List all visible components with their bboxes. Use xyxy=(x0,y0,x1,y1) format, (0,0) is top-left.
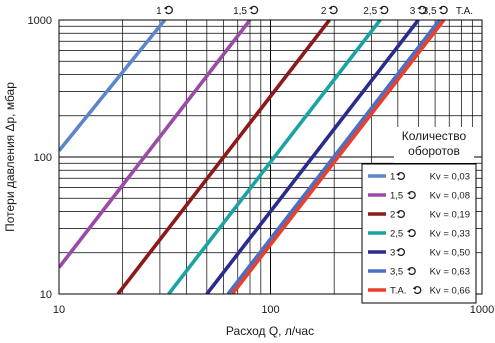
rotation-arrow-icon xyxy=(163,5,173,15)
x-tick-labels: 10 100 1000 xyxy=(53,304,494,316)
legend-kv-value: Kv = 0,33 xyxy=(430,229,470,240)
top-label-3,5: 3,5 xyxy=(423,6,437,17)
rotation-arrow-icon xyxy=(379,5,389,15)
legend-series-name: 3,5 xyxy=(390,267,403,278)
top-labels: 1 1,5 2 2,5 3 3,5 Т.А. xyxy=(156,5,473,17)
legend-series-name: 1,5 xyxy=(390,191,403,202)
top-label-1,5: 1,5 xyxy=(233,6,247,17)
x-tick-label: 1000 xyxy=(470,304,494,316)
rotation-arrow-icon xyxy=(406,190,416,199)
y-axis-title: Потери давления Δp, мбар xyxy=(3,82,17,232)
x-tick-label: 10 xyxy=(53,304,65,316)
legend-series-name: 2 xyxy=(390,210,395,221)
rotation-arrow-icon xyxy=(417,5,427,15)
legend-item: 3 Kv = 0,50 xyxy=(368,248,470,259)
legend-kv-value: Kv = 0,50 xyxy=(430,248,470,259)
legend-item: 2,5 Kv = 0,33 xyxy=(368,229,470,240)
rotation-arrow-icon xyxy=(328,5,338,15)
top-label-3: 3 xyxy=(410,6,416,17)
legend-kv-value: Kv = 0,19 xyxy=(430,210,470,221)
legend-item: 1 Kv = 0,03 xyxy=(368,172,470,183)
legend-series-name: Т.А. xyxy=(390,286,406,297)
top-label-2: 2 xyxy=(321,6,327,17)
legend-kv-value: Kv = 0,08 xyxy=(430,191,470,202)
series-line-1 xyxy=(59,20,167,152)
legend-series-name: 3 xyxy=(390,248,395,259)
series-line-Т.А. xyxy=(230,20,446,294)
y-tick-label: 1000 xyxy=(28,15,52,27)
legend-item: 3,5 Kv = 0,63 xyxy=(368,267,470,278)
rotation-arrow-icon xyxy=(249,5,259,15)
top-label-Т.А.: Т.А. xyxy=(456,6,473,17)
series-line-3 xyxy=(205,20,420,294)
rotation-arrow-icon xyxy=(396,209,406,218)
legend-series-name: 2,5 xyxy=(390,229,403,240)
x-tick-label: 100 xyxy=(261,304,279,316)
y-tick-label: 10 xyxy=(40,289,52,301)
series-line-2 xyxy=(116,20,331,294)
rotation-arrow-icon xyxy=(406,228,416,237)
series-line-2,5 xyxy=(167,20,382,294)
series-line-3,5 xyxy=(226,20,441,294)
y-tick-label: 100 xyxy=(34,152,52,164)
legend-kv-value: Kv = 0,66 xyxy=(430,286,470,297)
top-label-2,5: 2,5 xyxy=(363,6,377,17)
top-label-1: 1 xyxy=(156,6,162,17)
rotation-arrow-icon xyxy=(396,247,406,256)
legend-kv-value: Kv = 0,63 xyxy=(430,267,470,278)
plot-frame xyxy=(58,19,483,295)
x-axis-title: Расход Q, л/час xyxy=(226,324,314,338)
legend-subtitle: оборотов xyxy=(408,144,460,158)
rotation-arrow-icon xyxy=(406,266,416,275)
legend-item: 1,5 Kv = 0,08 xyxy=(368,191,470,202)
legend-item: Т.А. Kv = 0,66 xyxy=(368,286,470,297)
series-lines xyxy=(59,20,446,294)
legend-title: Количество xyxy=(402,129,467,143)
rotation-arrow-icon xyxy=(412,285,422,294)
legend-series-name: 1 xyxy=(390,172,395,183)
legend-title-background xyxy=(394,127,474,163)
rotation-arrow-icon xyxy=(438,5,448,15)
y-tick-labels: 10 100 1000 xyxy=(28,15,52,301)
rotation-arrow-icon xyxy=(396,171,406,180)
series-line-1,5 xyxy=(59,20,252,269)
legend-item: 2 Kv = 0,19 xyxy=(368,210,470,221)
legend-kv-value: Kv = 0,03 xyxy=(430,172,470,183)
